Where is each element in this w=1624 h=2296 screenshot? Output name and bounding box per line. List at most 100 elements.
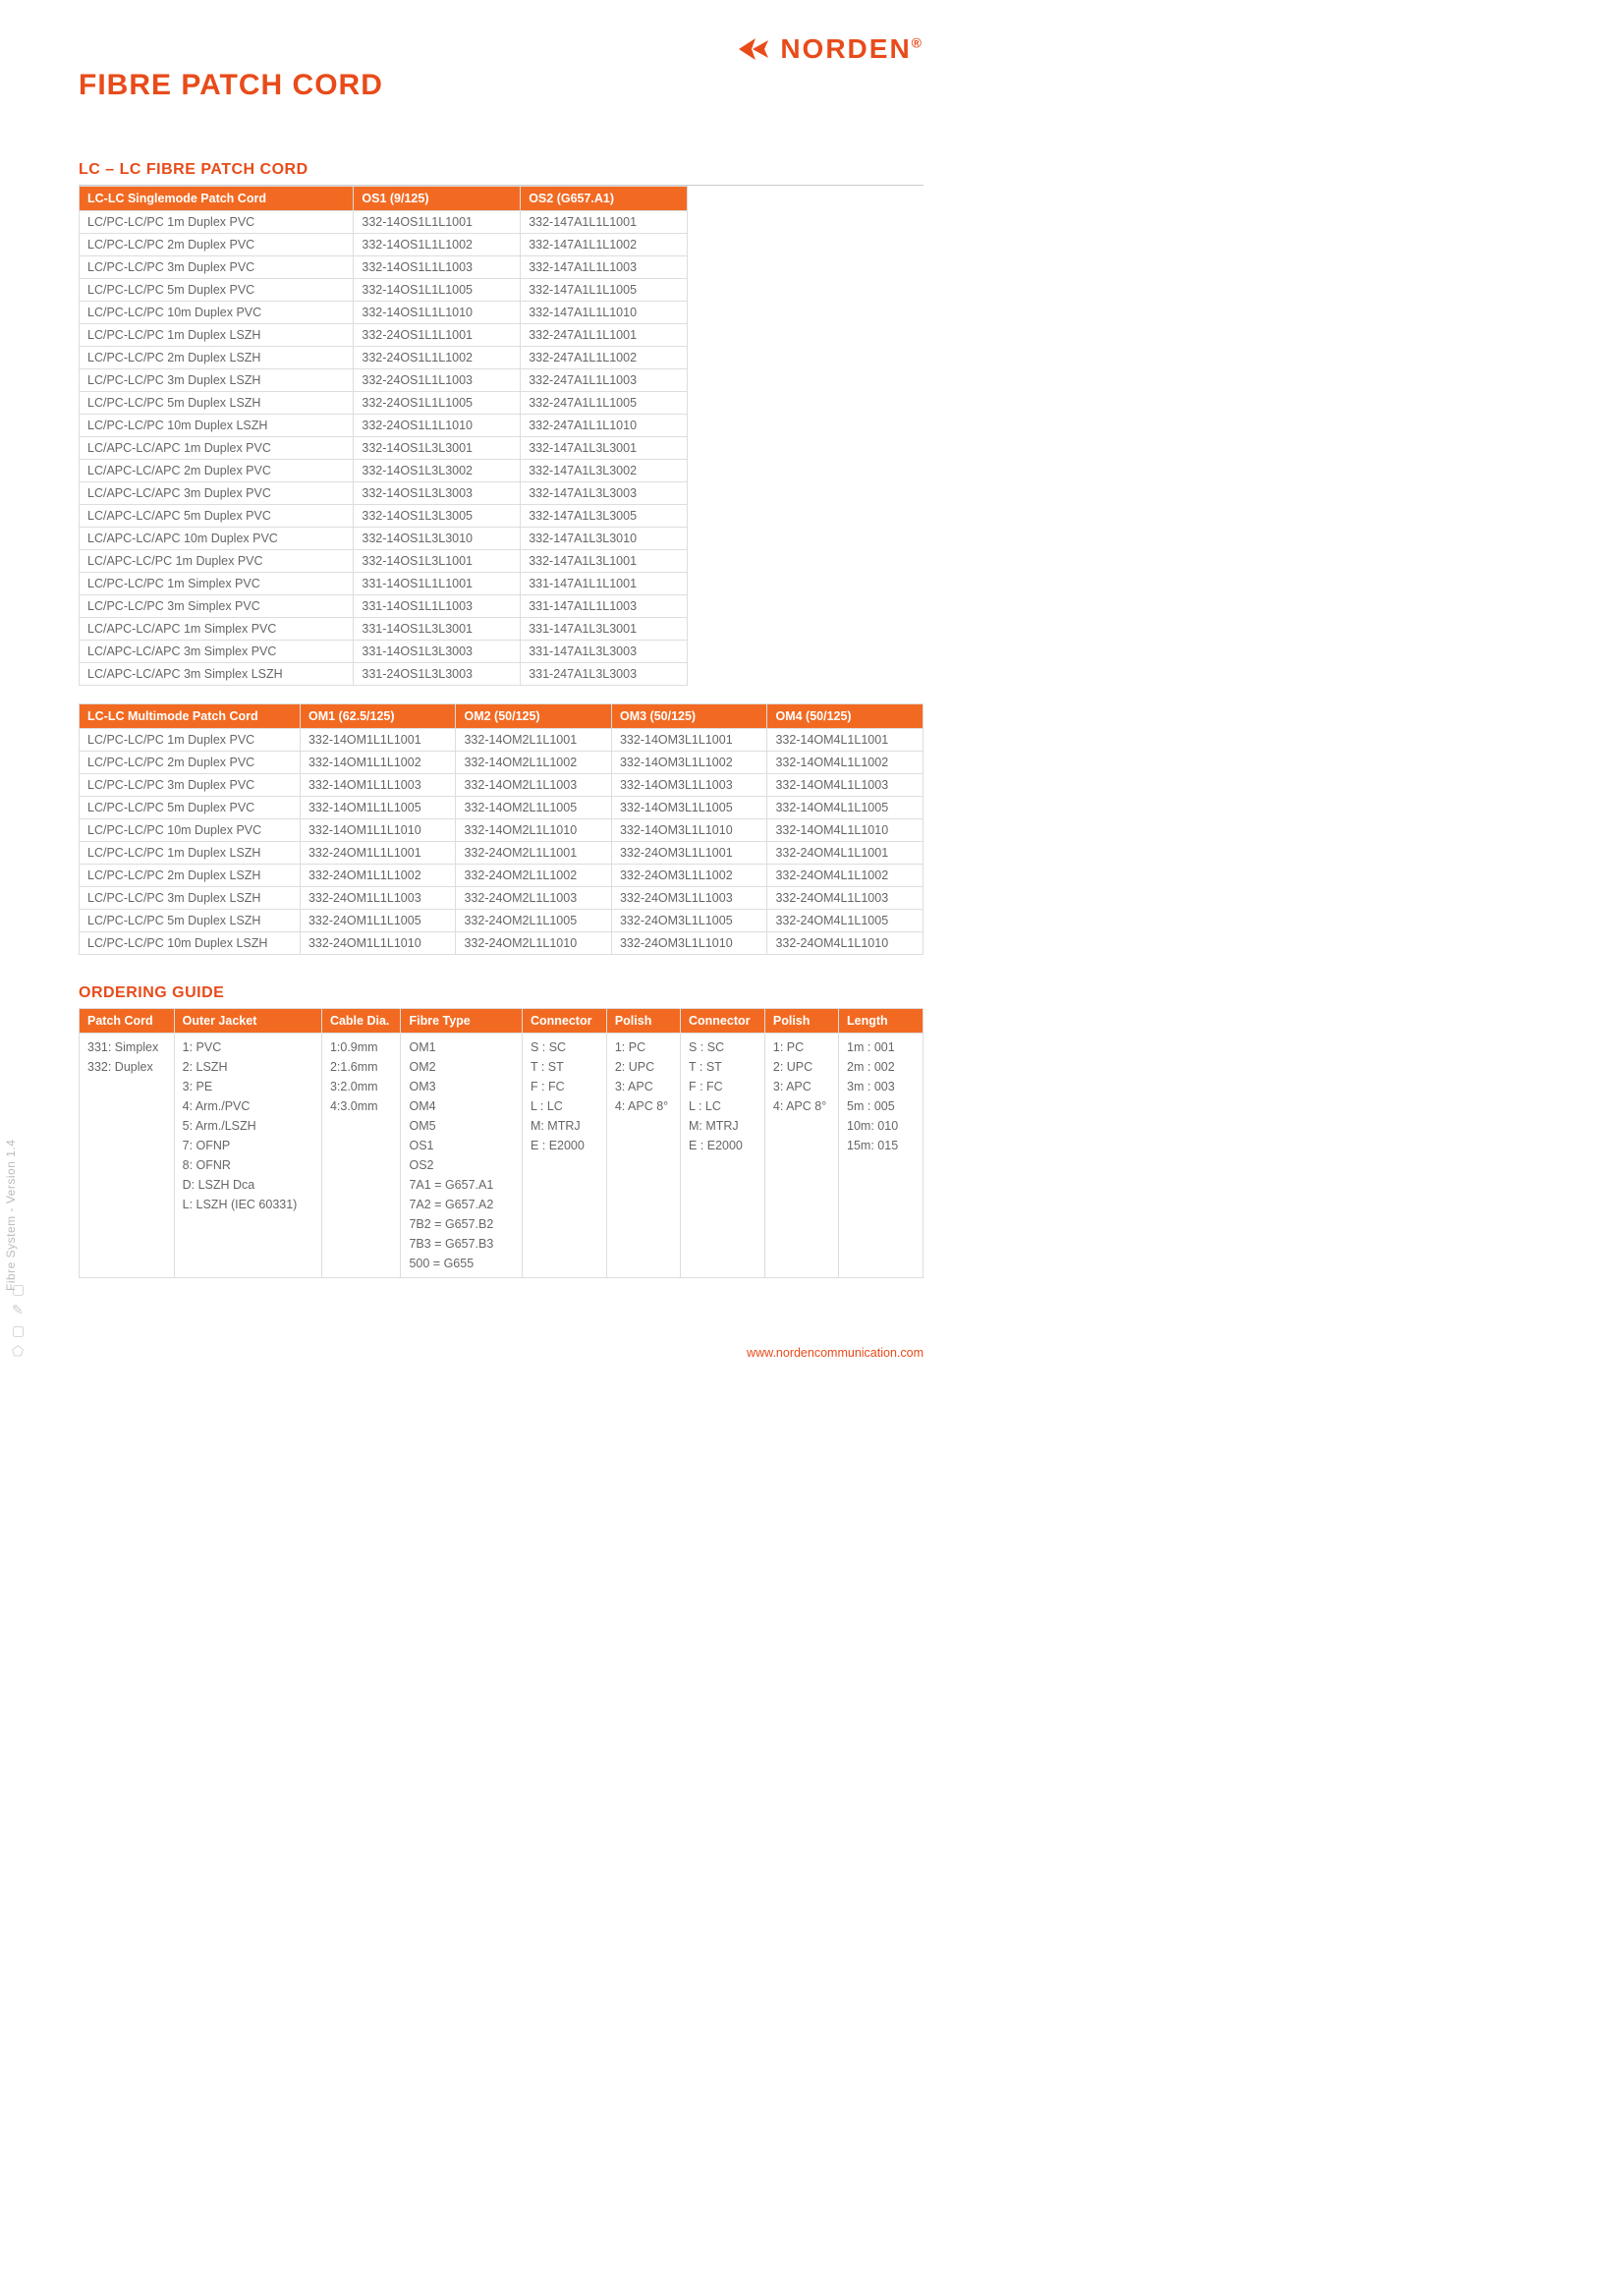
table-cell: 332-24OS1L1L1002: [354, 347, 521, 369]
table-cell: 332-24OM4L1L1001: [767, 842, 924, 865]
table-row: LC/PC-LC/PC 10m Duplex PVC332-14OM1L1L10…: [80, 819, 924, 842]
table-cell: 331-14OS1L3L3001: [354, 618, 521, 641]
table-cell: LC/PC-LC/PC 1m Duplex LSZH: [80, 842, 301, 865]
table-row: LC/APC-LC/PC 1m Duplex PVC332-14OS1L3L10…: [80, 550, 688, 573]
table-cell: 332-247A1L1L1005: [521, 392, 688, 415]
table-header: Length: [839, 1009, 924, 1034]
table-cell: 332-14OM2L1L1001: [456, 729, 612, 752]
table-cell: 332-14OM4L1L1002: [767, 752, 924, 774]
table-row: LC/PC-LC/PC 3m Duplex LSZH332-24OM1L1L10…: [80, 887, 924, 910]
table-row: LC/APC-LC/APC 3m Simplex LSZH331-24OS1L3…: [80, 663, 688, 686]
table-row: LC/PC-LC/PC 10m Duplex LSZH332-24OM1L1L1…: [80, 932, 924, 955]
table-cell: 332-24OM2L1L1005: [456, 910, 612, 932]
table-cell: LC/APC-LC/APC 1m Duplex PVC: [80, 437, 354, 460]
table-cell: 332-24OM1L1L1010: [300, 932, 456, 955]
table-cell: LC/PC-LC/PC 2m Duplex LSZH: [80, 865, 301, 887]
table-header: Outer Jacket: [174, 1009, 321, 1034]
table-cell: LC/PC-LC/PC 2m Duplex PVC: [80, 752, 301, 774]
table-row: LC/PC-LC/PC 10m Duplex PVC332-14OS1L1L10…: [80, 302, 688, 324]
table-cell: 332-14OS1L3L1001: [354, 550, 521, 573]
table-cell: 331-14OS1L1L1003: [354, 595, 521, 618]
table-row: LC/PC-LC/PC 3m Duplex LSZH332-24OS1L1L10…: [80, 369, 688, 392]
table-row: LC/PC-LC/PC 1m Duplex LSZH332-24OM1L1L10…: [80, 842, 924, 865]
table-cell: 332-247A1L1L1003: [521, 369, 688, 392]
table-row: LC/PC-LC/PC 5m Duplex PVC332-14OM1L1L100…: [80, 797, 924, 819]
table-row: LC/PC-LC/PC 2m Duplex PVC332-14OS1L1L100…: [80, 234, 688, 256]
table-cell: 331-147A1L3L3003: [521, 641, 688, 663]
table-row: LC/APC-LC/APC 1m Duplex PVC332-14OS1L3L3…: [80, 437, 688, 460]
table-cell: 332-24OM3L1L1010: [611, 932, 767, 955]
table-cell: 332-14OM1L1L1002: [300, 752, 456, 774]
table-cell: 331: Simplex 332: Duplex: [80, 1034, 175, 1278]
table-row: LC/PC-LC/PC 3m Simplex PVC331-14OS1L1L10…: [80, 595, 688, 618]
page-title: FIBRE PATCH CORD: [79, 69, 924, 102]
table-cell: LC/PC-LC/PC 3m Duplex LSZH: [80, 887, 301, 910]
table-cell: LC/PC-LC/PC 10m Duplex PVC: [80, 819, 301, 842]
table-cell: S : SC T : ST F : FC L : LC M: MTRJ E : …: [522, 1034, 606, 1278]
table-cell: 332-147A1L1L1003: [521, 256, 688, 279]
table-cell: LC/PC-LC/PC 10m Duplex LSZH: [80, 415, 354, 437]
table-cell: LC/APC-LC/APC 3m Duplex PVC: [80, 482, 354, 505]
side-icon-stack: ▢ ✎ ▢ ⬠: [12, 1281, 25, 1360]
table-cell: 331-14OS1L3L3003: [354, 641, 521, 663]
table-cell: 332-147A1L3L1001: [521, 550, 688, 573]
table-cell: LC/PC-LC/PC 5m Duplex LSZH: [80, 392, 354, 415]
brand-logo: NORDEN®: [739, 33, 924, 65]
table-cell: 332-24OM4L1L1010: [767, 932, 924, 955]
table-cell: 332-24OM4L1L1002: [767, 865, 924, 887]
table-row: LC/APC-LC/APC 5m Duplex PVC332-14OS1L3L3…: [80, 505, 688, 528]
table-cell: 332-14OS1L1L1010: [354, 302, 521, 324]
table-cell: 332-147A1L3L3005: [521, 505, 688, 528]
table-cell: LC/PC-LC/PC 5m Duplex LSZH: [80, 910, 301, 932]
table-cell: 332-147A1L1L1005: [521, 279, 688, 302]
table-cell: LC/PC-LC/PC 3m Duplex PVC: [80, 256, 354, 279]
table-row: LC/PC-LC/PC 5m Duplex LSZH332-24OM1L1L10…: [80, 910, 924, 932]
table-cell: 332-14OM1L1L1003: [300, 774, 456, 797]
table-cell: 332-147A1L3L3002: [521, 460, 688, 482]
table-row: LC/PC-LC/PC 2m Duplex LSZH332-24OM1L1L10…: [80, 865, 924, 887]
table-row: LC/PC-LC/PC 1m Simplex PVC331-14OS1L1L10…: [80, 573, 688, 595]
table-multimode: LC-LC Multimode Patch CordOM1 (62.5/125)…: [79, 703, 924, 955]
table-header: OM4 (50/125): [767, 704, 924, 729]
table-cell: 332-24OS1L1L1003: [354, 369, 521, 392]
table-cell: 332-24OM2L1L1002: [456, 865, 612, 887]
table-cell: 331-147A1L3L3001: [521, 618, 688, 641]
table-cell: 332-24OM4L1L1005: [767, 910, 924, 932]
table-cell: LC/PC-LC/PC 5m Duplex PVC: [80, 797, 301, 819]
table-cell: 331-24OS1L3L3003: [354, 663, 521, 686]
table-header: LC-LC Multimode Patch Cord: [80, 704, 301, 729]
table-cell: LC/PC-LC/PC 2m Duplex PVC: [80, 234, 354, 256]
table-cell: 332-24OM1L1L1003: [300, 887, 456, 910]
table-row: LC/PC-LC/PC 1m Duplex LSZH332-24OS1L1L10…: [80, 324, 688, 347]
table-cell: 332-14OS1L3L3003: [354, 482, 521, 505]
table-cell: LC/APC-LC/APC 3m Simplex PVC: [80, 641, 354, 663]
table-header: Connector: [680, 1009, 764, 1034]
table-header: Cable Dia.: [321, 1009, 401, 1034]
table-cell: LC/PC-LC/PC 1m Duplex LSZH: [80, 324, 354, 347]
side-icon: ⬠: [12, 1343, 25, 1360]
table-cell: LC/PC-LC/PC 1m Simplex PVC: [80, 573, 354, 595]
table-cell: 332-24OM2L1L1001: [456, 842, 612, 865]
table-cell: 332-24OM3L1L1002: [611, 865, 767, 887]
table-row: LC/PC-LC/PC 1m Duplex PVC332-14OM1L1L100…: [80, 729, 924, 752]
table-cell: 332-14OS1L1L1003: [354, 256, 521, 279]
table-cell: 332-14OM3L1L1001: [611, 729, 767, 752]
table-cell: 332-247A1L1L1002: [521, 347, 688, 369]
table-cell: 332-14OM1L1L1001: [300, 729, 456, 752]
table-row: LC/PC-LC/PC 10m Duplex LSZH332-24OS1L1L1…: [80, 415, 688, 437]
table-row: LC/PC-LC/PC 2m Duplex PVC332-14OM1L1L100…: [80, 752, 924, 774]
table-row: LC/APC-LC/APC 1m Simplex PVC331-14OS1L3L…: [80, 618, 688, 641]
logo-arrow-icon: [739, 36, 772, 62]
table-cell: LC/PC-LC/PC 3m Duplex PVC: [80, 774, 301, 797]
table-header: Polish: [764, 1009, 838, 1034]
ordering-guide-title: ORDERING GUIDE: [79, 984, 924, 1002]
table-cell: 332-14OM2L1L1005: [456, 797, 612, 819]
side-icon: ▢: [12, 1281, 25, 1298]
table-cell: 332-24OS1L1L1010: [354, 415, 521, 437]
table-header: OM1 (62.5/125): [300, 704, 456, 729]
side-version-text: Fibre System - Version 1.4: [4, 1140, 18, 1291]
table-cell: 332-24OS1L1L1005: [354, 392, 521, 415]
table-cell: 332-14OS1L3L3002: [354, 460, 521, 482]
table-cell: LC/APC-LC/APC 10m Duplex PVC: [80, 528, 354, 550]
table-row: LC/PC-LC/PC 5m Duplex PVC332-14OS1L1L100…: [80, 279, 688, 302]
